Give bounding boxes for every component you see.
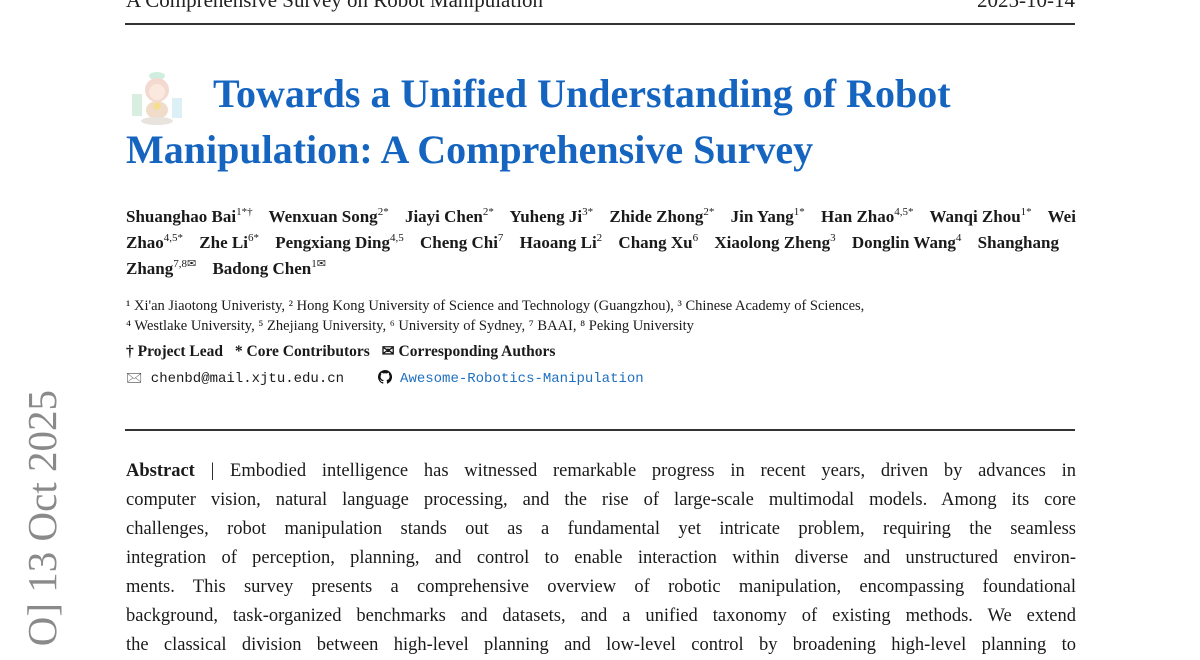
- author: Wei Zhao4,5*: [126, 207, 1076, 252]
- author-affiliation-mark: 3: [830, 232, 836, 244]
- author: Yuheng Ji3*: [509, 206, 594, 227]
- author-name: Xiaolong Zheng: [714, 233, 831, 252]
- abstract-line: computer vision, natural language proces…: [126, 486, 1076, 515]
- author: Cheng Chi7: [419, 232, 504, 253]
- author-affiliation-mark: 4,5*: [894, 206, 914, 218]
- running-head: A Comprehensive Survey on Robot Manipula…: [126, 0, 1075, 14]
- author-list: Shuanghao Bai1*† Wenxuan Song2* Jiayi Ch…: [126, 204, 1076, 282]
- author-affiliation-mark: 2: [596, 232, 603, 244]
- running-head-title: A Comprehensive Survey on Robot Manipula…: [126, 0, 544, 12]
- abstract-text: background, task-organized benchmarks an…: [126, 606, 1076, 626]
- author-affiliation-mark: 2*: [482, 206, 494, 218]
- author-name: Cheng Chi: [419, 233, 498, 252]
- legend-corresponding: ✉ Corresponding Authors: [381, 343, 556, 360]
- author: Xiaolong Zheng3: [714, 232, 836, 253]
- author-affiliation-mark: 1*†: [236, 206, 253, 218]
- author-name: Wenxuan Song: [268, 207, 378, 226]
- robot-mascot-logo: [132, 72, 182, 125]
- author-name: Jin Yang: [730, 207, 794, 226]
- contact-email[interactable]: chenbd@mail.xjtu.edu.cn: [150, 371, 345, 387]
- author-affiliation-mark: 4: [955, 232, 962, 244]
- abstract-label: Abstract: [126, 461, 195, 481]
- author-name: Wei Zhao: [126, 207, 1076, 252]
- envelope-icon: 🖂: [126, 370, 143, 386]
- author-affiliation-mark: 1*: [1020, 206, 1032, 218]
- legend-core-contributors: * Core Contributors: [234, 343, 370, 360]
- author: Badong Chen1✉: [212, 258, 326, 279]
- author: Shanghang Zhang7,8✉: [126, 233, 1059, 278]
- author-name: Badong Chen: [212, 259, 312, 278]
- author-affiliation-mark: 7: [497, 232, 504, 244]
- abstract-line: integration of perception, planning, and…: [126, 544, 1076, 573]
- running-head-date: 2025-10-14: [977, 0, 1075, 12]
- author-affiliation-mark: 3*: [582, 206, 594, 218]
- abstract-text: computer vision, natural language proces…: [126, 490, 1076, 510]
- abstract-text: the classical division between high-leve…: [126, 635, 1076, 655]
- abstract-line: ments. This survey presents a comprehens…: [126, 573, 1076, 602]
- author-affiliation-mark: 1✉: [311, 258, 326, 270]
- abstract-line: challenges, robot manipulation stands ou…: [126, 515, 1076, 544]
- github-icon: [377, 370, 392, 384]
- author-affiliation-mark: 4,5: [389, 232, 404, 244]
- author: Zhe Li6*: [199, 232, 259, 253]
- author: Haoang Li2: [519, 232, 603, 253]
- author-affiliation-mark: 6*: [247, 232, 259, 244]
- author-name: Chang Xu: [618, 233, 693, 252]
- author-affiliation-mark: 7,8✉: [173, 258, 197, 270]
- front-matter: Towards a Unified Understanding of Robot…: [125, 66, 1076, 660]
- author-name: Haoang Li: [519, 233, 597, 252]
- author-name: Zhe Li: [199, 233, 248, 252]
- author-name: Han Zhao: [821, 207, 895, 226]
- author-affiliation-mark: 2*: [377, 206, 389, 218]
- author: Jin Yang1*: [730, 206, 805, 227]
- author: Wenxuan Song2*: [268, 206, 389, 227]
- abstract-line: background, task-organized benchmarks an…: [126, 602, 1076, 631]
- author: Chang Xu6: [618, 232, 699, 253]
- title-block: Towards a Unified Understanding of Robot…: [126, 66, 1076, 178]
- abstract-text: integration of perception, planning, and…: [126, 548, 1076, 568]
- author-name: Shanghang Zhang: [126, 233, 1059, 278]
- abstract: Abstract | Embodied intelligence has wit…: [126, 457, 1076, 660]
- abstract-line: Abstract | Embodied intelligence has wit…: [126, 457, 1076, 486]
- author: Wanqi Zhou1*: [929, 206, 1032, 227]
- author: Jiayi Chen2*: [404, 206, 494, 227]
- author-affiliation-mark: 1*: [793, 206, 805, 218]
- author-name: Zhide Zhong: [609, 207, 704, 226]
- abstract-line: the classical division between high-leve…: [126, 631, 1076, 660]
- paper-title: Towards a Unified Understanding of Robot…: [126, 66, 1076, 178]
- author-name: Donglin Wang: [851, 233, 956, 252]
- author-name: Jiayi Chen: [404, 207, 483, 226]
- author-name: Shuanghao Bai: [126, 207, 237, 226]
- author-affiliation-mark: 6: [692, 232, 699, 244]
- author: Shuanghao Bai1*†: [126, 206, 253, 227]
- abstract-text: | Embodied intelligence has witnessed re…: [210, 461, 1077, 481]
- author-legend: † Project Lead * Core Contributors ✉ Cor…: [126, 342, 1076, 362]
- contact-line: 🖂 chenbd@mail.xjtu.edu.cn Awesome-Roboti…: [126, 368, 1076, 389]
- title-line-2: Manipulation: A Comprehensive Survey: [126, 127, 814, 172]
- author-name: Yuheng Ji: [509, 207, 583, 226]
- author-affiliation-mark: 2*: [703, 206, 715, 218]
- section-rule: [125, 429, 1075, 431]
- author: Han Zhao4,5*: [821, 206, 914, 227]
- author: Donglin Wang4: [851, 232, 962, 253]
- author: Zhide Zhong2*: [609, 206, 715, 227]
- repo-link[interactable]: Awesome-Robotics-Manipulation: [400, 371, 644, 387]
- author-name: Wanqi Zhou: [929, 207, 1021, 226]
- affiliations: ¹ Xi'an Jiaotong Univeristy, ² Hong Kong…: [126, 296, 1076, 336]
- author: Pengxiang Ding4,5: [275, 232, 404, 253]
- affiliations-line-2: ⁴ Westlake University, ⁵ Zhejiang Univer…: [126, 318, 694, 334]
- header-rule: [125, 23, 1075, 25]
- abstract-text: ments. This survey presents a comprehens…: [126, 577, 1076, 597]
- arxiv-stamp-text: O] 13 Oct 2025: [19, 390, 65, 647]
- affiliations-line-1: ¹ Xi'an Jiaotong Univeristy, ² Hong Kong…: [126, 298, 865, 314]
- author-name: Pengxiang Ding: [275, 233, 390, 252]
- arxiv-stamp: O] 13 Oct 2025: [14, 390, 74, 648]
- title-line-1: Towards a Unified Understanding of Robot: [213, 71, 951, 116]
- abstract-text: challenges, robot manipulation stands ou…: [126, 519, 1076, 539]
- legend-project-lead: † Project Lead: [126, 343, 223, 360]
- author-affiliation-mark: 4,5*: [163, 232, 184, 244]
